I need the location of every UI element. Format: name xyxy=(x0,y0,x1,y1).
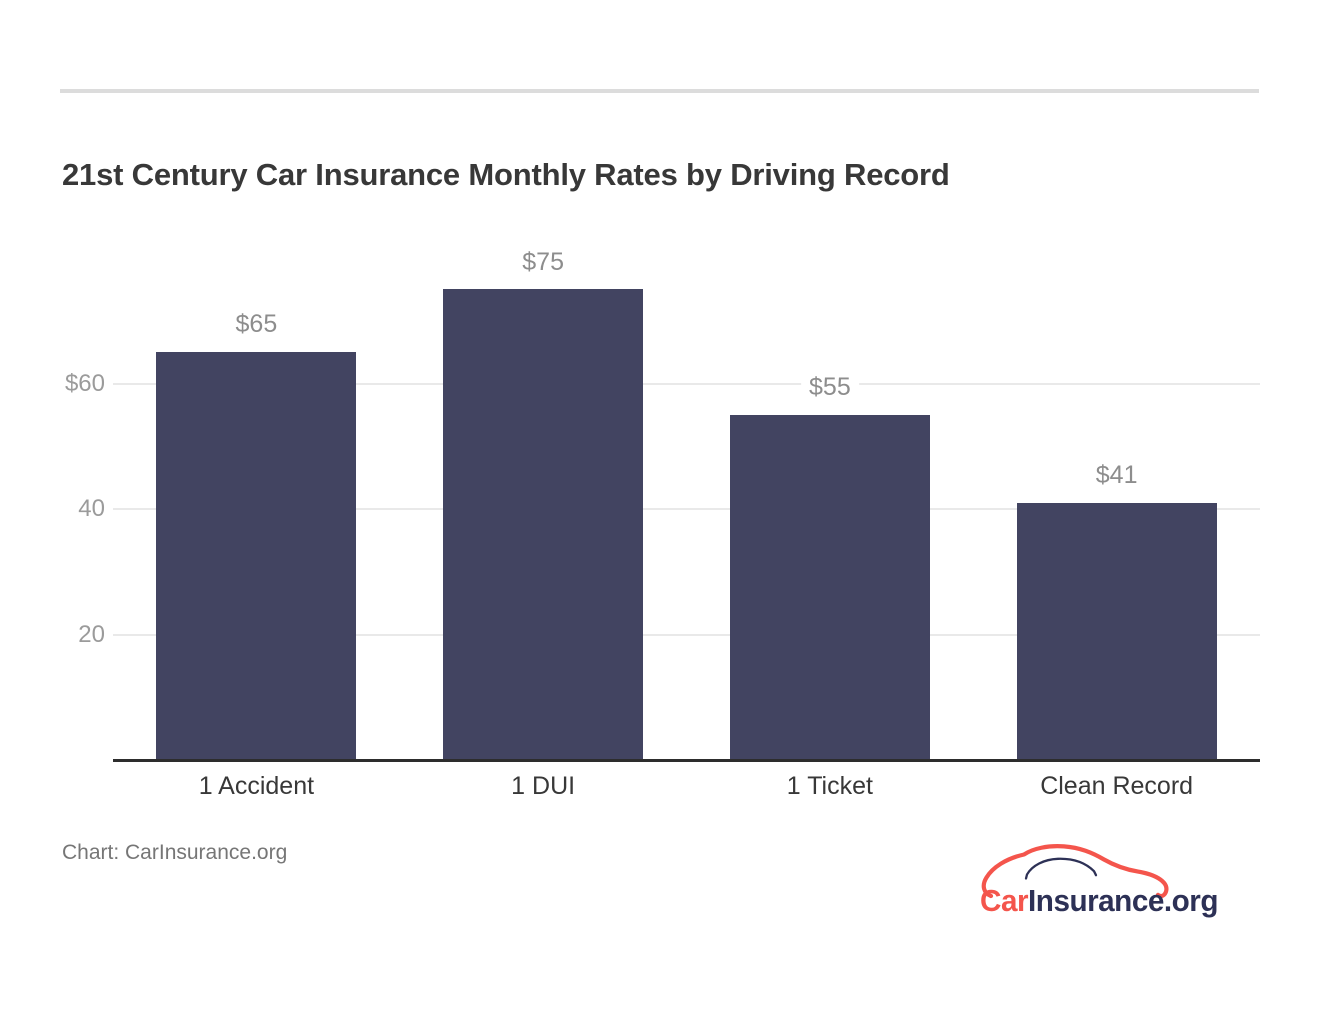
plot-area: $60 40 20 $65 1 Accident $75 1 DUI $55 1 Ticket… xyxy=(65,247,1260,799)
logo-text-insurance-org: Insurance.org xyxy=(1028,883,1218,918)
y-tick-label: 20 xyxy=(78,620,105,648)
bar xyxy=(1016,502,1217,760)
x-axis-label: 1 Ticket xyxy=(786,772,873,800)
carinsurance-logo: CarInsurance.org xyxy=(978,844,1220,920)
bar xyxy=(443,289,644,760)
chart-title: 21st Century Car Insurance Monthly Rates… xyxy=(62,157,950,192)
x-axis-label: 1 Accident xyxy=(198,772,315,800)
logo-wordmark: CarInsurance.org xyxy=(980,883,1218,918)
x-axis-label: 1 DUI xyxy=(511,772,576,800)
bar xyxy=(156,352,357,760)
x-axis-label: Clean Record xyxy=(1040,772,1194,800)
logo-car-body-icon xyxy=(981,844,1169,899)
bar xyxy=(729,414,930,760)
gridline xyxy=(113,508,1260,510)
bars-layer: $65 1 Accident $75 1 DUI $55 1 Ticket $41 Clean… xyxy=(113,247,1260,799)
carinsurance-logo-svg: CarInsurance.org xyxy=(980,844,1219,918)
bar-value-label: $41 xyxy=(1087,460,1146,490)
gridline xyxy=(113,633,1260,636)
x-axis-line xyxy=(113,759,1260,762)
bar-value-label: $75 xyxy=(514,247,572,277)
logo-car-roof-icon xyxy=(1024,857,1098,880)
grid-layer: $60 40 20 xyxy=(65,258,1260,760)
y-tick-label: 40 xyxy=(78,495,105,522)
source-caption: Chart: CarInsurance.org xyxy=(62,841,288,864)
gridline xyxy=(113,382,1260,385)
bar-value-label: $55 xyxy=(801,373,859,402)
y-tick-label: $60 xyxy=(64,369,105,397)
bar-value-label: $65 xyxy=(227,310,286,340)
top-divider xyxy=(60,89,1259,93)
logo-text-car: Car xyxy=(980,883,1028,918)
